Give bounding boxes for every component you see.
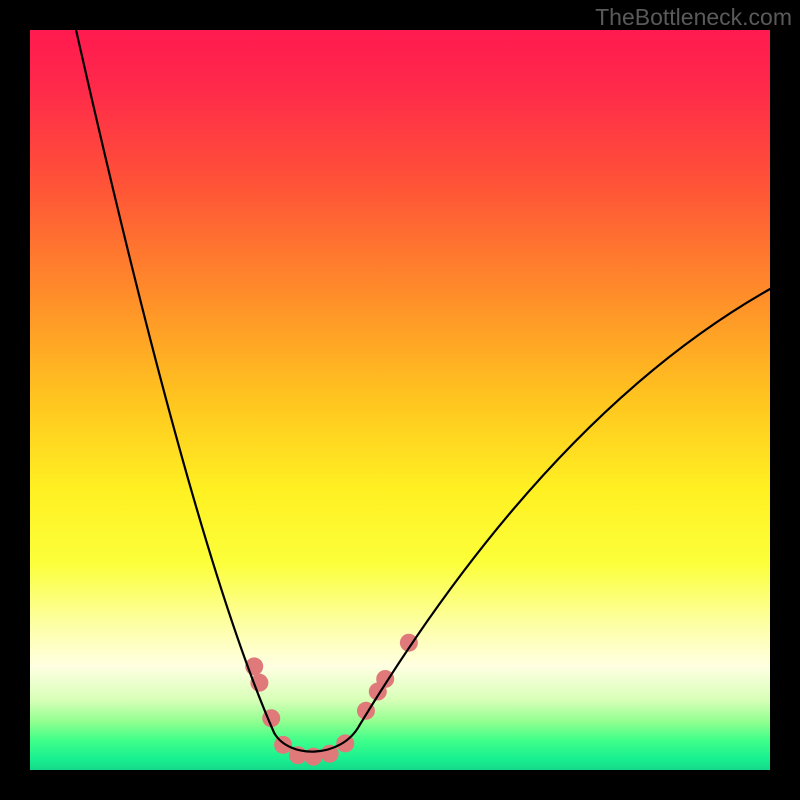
watermark-text: TheBottleneck.com bbox=[595, 4, 792, 31]
plot-background bbox=[30, 30, 770, 770]
bottleneck-chart bbox=[0, 0, 800, 800]
